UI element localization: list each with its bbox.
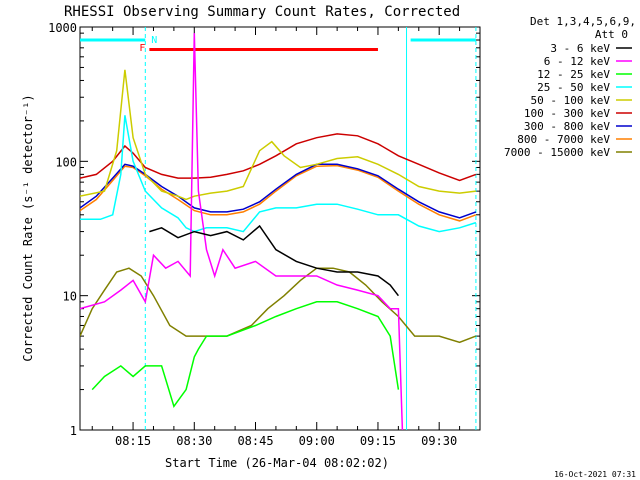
legend-label: 100 - 300 keV [524, 107, 610, 120]
series-line-300-800-kev [80, 163, 477, 219]
plot-footer: 16-Oct-2021 07:31 [554, 470, 636, 479]
x-tick-label: 08:45 [237, 434, 273, 448]
legend-header-line-2: Att 0 [595, 28, 628, 41]
annotation-label: N [151, 35, 157, 46]
plot-area: 1 10 100 1000 08:15 08:30 08:45 09:00 09:15 09:30… [48, 21, 481, 448]
legend-label: 50 - 100 keV [531, 94, 611, 107]
x-tick-label: 08:30 [176, 434, 212, 448]
chart-title: RHESSI Observing Summary Count Rates, Co… [64, 4, 460, 20]
series-line-12-25-kev [91, 301, 400, 408]
y-tick-label: 100 [55, 155, 77, 169]
legend-label: 3 - 6 keV [550, 42, 610, 55]
x-tick-label: 09:15 [360, 434, 396, 448]
series-line-6-12-kev [80, 33, 404, 430]
y-tick-label: 1000 [48, 21, 77, 35]
legend-label: 6 - 12 keV [544, 55, 611, 68]
series-line-50-100-kev [80, 69, 476, 201]
annotation-label: F [139, 43, 145, 54]
plot-frame [79, 26, 481, 431]
legend-label: 12 - 25 keV [537, 68, 610, 81]
x-tick-label: 09:30 [421, 434, 457, 448]
legend-label: 800 - 7000 keV [517, 133, 610, 146]
series-line-800-7000-kev [80, 164, 477, 222]
series-line-3-6-kev [149, 224, 399, 297]
legend-header-line-1: Det 1,3,4,5,6,9, [530, 15, 636, 28]
x-tick-label: 08:15 [115, 434, 151, 448]
legend-label: 7000 - 15000 keV [504, 146, 610, 159]
y-tick-label: 10 [63, 290, 77, 304]
legend-label: 25 - 50 keV [537, 81, 610, 94]
y-tick-label: 1 [70, 424, 77, 438]
x-tick-label: 09:00 [299, 434, 335, 448]
y-axis-label: Corrected Count Rate (s⁻¹ detector⁻¹) [21, 94, 35, 361]
x-axis-label: Start Time (26-Mar-04 08:02:02) [165, 456, 389, 470]
legend-label: 300 - 800 keV [524, 120, 610, 133]
series-line-25-50-kev [80, 115, 477, 233]
